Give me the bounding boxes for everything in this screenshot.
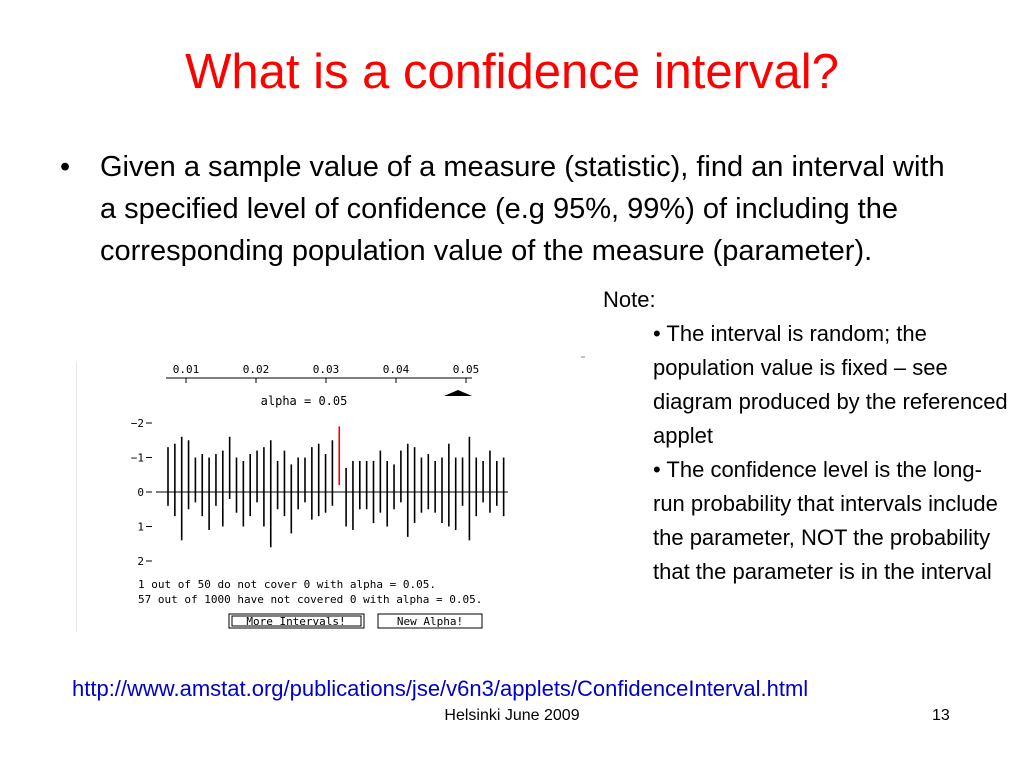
bullet-marker: • [60, 151, 71, 183]
slider-tick-label: 0.05 [453, 363, 480, 376]
more-intervals-label: More Intervals! [246, 615, 345, 628]
note-item-confidence-level: • The confidence level is the long-run p… [653, 457, 998, 584]
applet-canvas: 0.01 0.02 0.03 0.04 0.05 alpha = 0.05 −2 −1 0 1… [75, 356, 585, 632]
y-tick-label: 2 [137, 555, 144, 568]
slider-tick-label: 0.02 [243, 363, 270, 376]
slider-tick-label: 0.03 [313, 363, 340, 376]
bullet-text: Given a sample value of a measure (stati… [100, 151, 945, 267]
y-tick-label: 1 [137, 521, 144, 534]
y-tick-label: −2 [131, 417, 144, 430]
more-intervals-button[interactable]: More Intervals! [228, 613, 365, 629]
slider-tick-label: 0.01 [173, 363, 200, 376]
confidence-interval-applet: 0.01 0.02 0.03 0.04 0.05 alpha = 0.05 −2 −1 0 1… [75, 352, 586, 634]
status-line-2: 57 out of 1000 have not covered 0 with a… [138, 593, 482, 606]
y-tick-label: 0 [137, 486, 144, 499]
note-item-random: • The interval is random; the population… [653, 321, 1008, 448]
footer-text: Helsinki June 2009 [444, 707, 580, 724]
page-number: 13 [932, 707, 950, 724]
slider-tick-label: 0.04 [383, 363, 410, 376]
new-alpha-button[interactable]: New Alpha! [377, 613, 483, 629]
slide-title: What is a confidence interval? [185, 45, 839, 99]
y-tick-label: −1 [131, 452, 144, 465]
note-label: Note: [603, 287, 656, 312]
alpha-slider-thumb[interactable] [444, 390, 472, 396]
alpha-label: alpha = 0.05 [261, 394, 348, 408]
new-alpha-label: New Alpha! [397, 615, 463, 628]
reference-link[interactable]: http://www.amstat.org/publications/jse/v… [72, 676, 809, 701]
status-line-1: 1 out of 50 do not cover 0 with alpha = … [138, 578, 436, 591]
